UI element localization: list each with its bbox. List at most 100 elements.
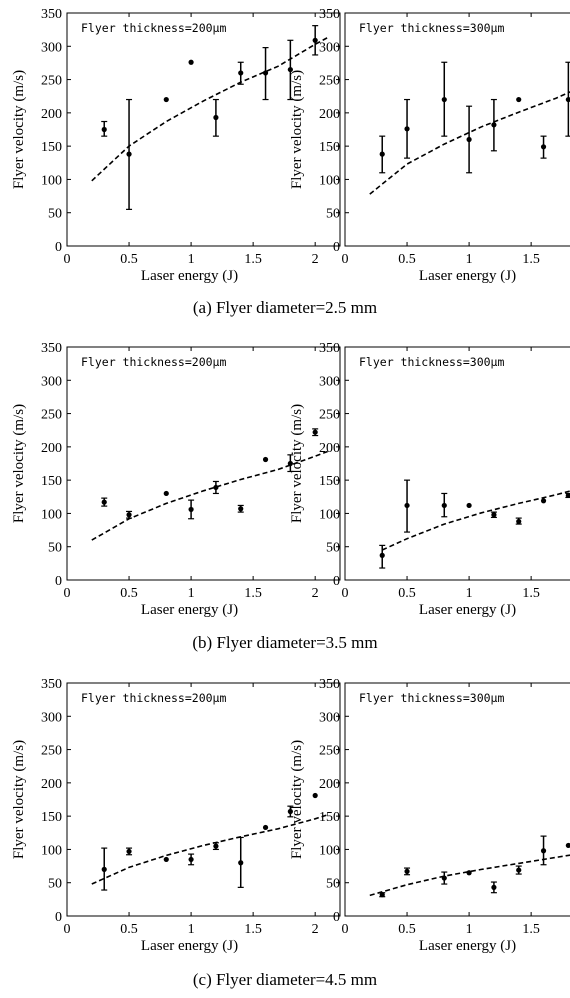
y-axis-label: Flyer velocity (m/s) xyxy=(289,70,305,189)
x-tick-label: 0 xyxy=(64,252,71,267)
y-tick-label: 250 xyxy=(319,408,340,423)
x-tick-label: 0 xyxy=(342,252,349,267)
plot-frame xyxy=(66,682,341,917)
plot-frame xyxy=(66,346,341,581)
chart-panel-3: 0 50 100 150 200 250 300 350 0 0.5 1 1.5 2 Laser ener… xyxy=(11,341,341,618)
data-point xyxy=(312,429,318,435)
fit-curve xyxy=(91,36,328,182)
x-tick-label: 1.5 xyxy=(522,922,540,937)
data-point xyxy=(540,498,547,504)
x-tick-label: 1 xyxy=(466,586,473,601)
data-point xyxy=(466,136,472,143)
y-tick-label: 150 xyxy=(319,474,340,489)
plot-frame xyxy=(344,346,570,581)
x-tick-label: 1.5 xyxy=(522,252,540,267)
y-tick-label: 100 xyxy=(319,843,340,858)
x-axis-label: Laser energy (J) xyxy=(419,602,516,618)
data-point xyxy=(101,126,107,133)
x-tick-label: 0.5 xyxy=(120,922,138,937)
y-tick-label: 200 xyxy=(41,441,62,456)
data-point xyxy=(441,875,447,881)
y-tick-label: 200 xyxy=(319,777,340,792)
data-point xyxy=(404,126,410,132)
y-axis-label: Flyer velocity (m/s) xyxy=(289,740,305,859)
data-point xyxy=(516,96,522,103)
x-tick-label: 1.5 xyxy=(522,586,540,601)
y-tick-label: 250 xyxy=(319,744,340,759)
x-tick-label: 0.5 xyxy=(398,586,416,601)
data-point xyxy=(262,456,269,463)
y-axis-label: Flyer velocity (m/s) xyxy=(289,404,305,523)
y-tick-label: 200 xyxy=(41,777,62,792)
x-tick-label: 0 xyxy=(64,586,71,601)
y-tick-label: 100 xyxy=(41,507,62,522)
data-point xyxy=(516,867,522,873)
data-point xyxy=(287,66,293,73)
data-point xyxy=(213,843,219,849)
x-tick-label: 0.5 xyxy=(120,586,138,601)
data-point xyxy=(466,870,472,876)
data-point xyxy=(404,868,410,874)
x-tick-label: 0 xyxy=(342,586,349,601)
y-tick-label: 100 xyxy=(41,843,62,858)
x-axis-label: Laser energy (J) xyxy=(419,938,516,954)
x-axis-label: Laser energy (J) xyxy=(141,938,238,954)
data-point xyxy=(491,884,497,890)
data-point xyxy=(565,492,570,499)
data-point xyxy=(379,892,385,898)
data-point xyxy=(213,114,219,121)
chart-panel-1: 0 50 100 150 200 250 300 350 0 0.5 1 1.5 2 Laser ener… xyxy=(11,7,341,284)
panel-title: Flyer thickness=300μm xyxy=(359,355,504,369)
data-point xyxy=(441,502,447,509)
chart-panel-6: 0 50 100 150 200 250 300 350 0 0.5 1 1.5 2 Laser ener… xyxy=(289,677,570,954)
caption-c: (c) Flyer diameter=4.5 mm xyxy=(192,970,378,989)
y-tick-label: 250 xyxy=(319,74,340,89)
data-point xyxy=(126,848,132,855)
caption-b: (b) Flyer diameter=3.5 mm xyxy=(192,633,378,652)
x-axis-label: Laser energy (J) xyxy=(141,602,238,618)
data-point xyxy=(379,151,385,157)
y-tick-label: 50 xyxy=(48,877,62,892)
data-point xyxy=(287,460,293,467)
data-point xyxy=(188,59,194,65)
x-tick-label: 2 xyxy=(312,252,319,267)
y-tick-label: 200 xyxy=(319,441,340,456)
data-point xyxy=(287,808,293,815)
plot-frame xyxy=(344,12,570,247)
data-point xyxy=(126,151,132,157)
data-point xyxy=(491,122,497,128)
data-point xyxy=(188,506,194,513)
y-tick-label: 300 xyxy=(41,40,62,55)
y-tick-label: 150 xyxy=(41,810,62,825)
data-point xyxy=(188,856,194,863)
x-tick-label: 1 xyxy=(466,922,473,937)
data-point xyxy=(516,518,522,525)
y-tick-label: 250 xyxy=(41,74,62,89)
panel-title: Flyer thickness=200μm xyxy=(81,691,226,705)
fit-curve xyxy=(369,91,570,195)
panel-title: Flyer thickness=200μm xyxy=(81,355,226,369)
data-point xyxy=(312,792,318,799)
y-tick-label: 150 xyxy=(319,140,340,155)
y-tick-label: 0 xyxy=(333,910,340,925)
x-tick-label: 2 xyxy=(312,586,319,601)
y-tick-label: 0 xyxy=(55,910,62,925)
x-tick-label: 1 xyxy=(188,922,195,937)
data-point xyxy=(466,502,472,509)
x-axis-label: Laser energy (J) xyxy=(419,268,516,284)
data-point xyxy=(404,502,410,509)
y-tick-label: 150 xyxy=(41,474,62,489)
y-tick-label: 350 xyxy=(41,677,62,692)
data-point xyxy=(565,96,570,103)
y-tick-label: 300 xyxy=(319,710,340,725)
x-tick-label: 1.5 xyxy=(244,252,262,267)
y-axis-label: Flyer velocity (m/s) xyxy=(11,404,27,523)
y-tick-label: 300 xyxy=(319,374,340,389)
y-tick-label: 250 xyxy=(41,408,62,423)
y-tick-label: 50 xyxy=(48,207,62,222)
y-tick-label: 350 xyxy=(319,7,340,22)
y-tick-label: 100 xyxy=(41,173,62,188)
y-tick-label: 200 xyxy=(41,107,62,122)
data-point xyxy=(101,499,107,505)
